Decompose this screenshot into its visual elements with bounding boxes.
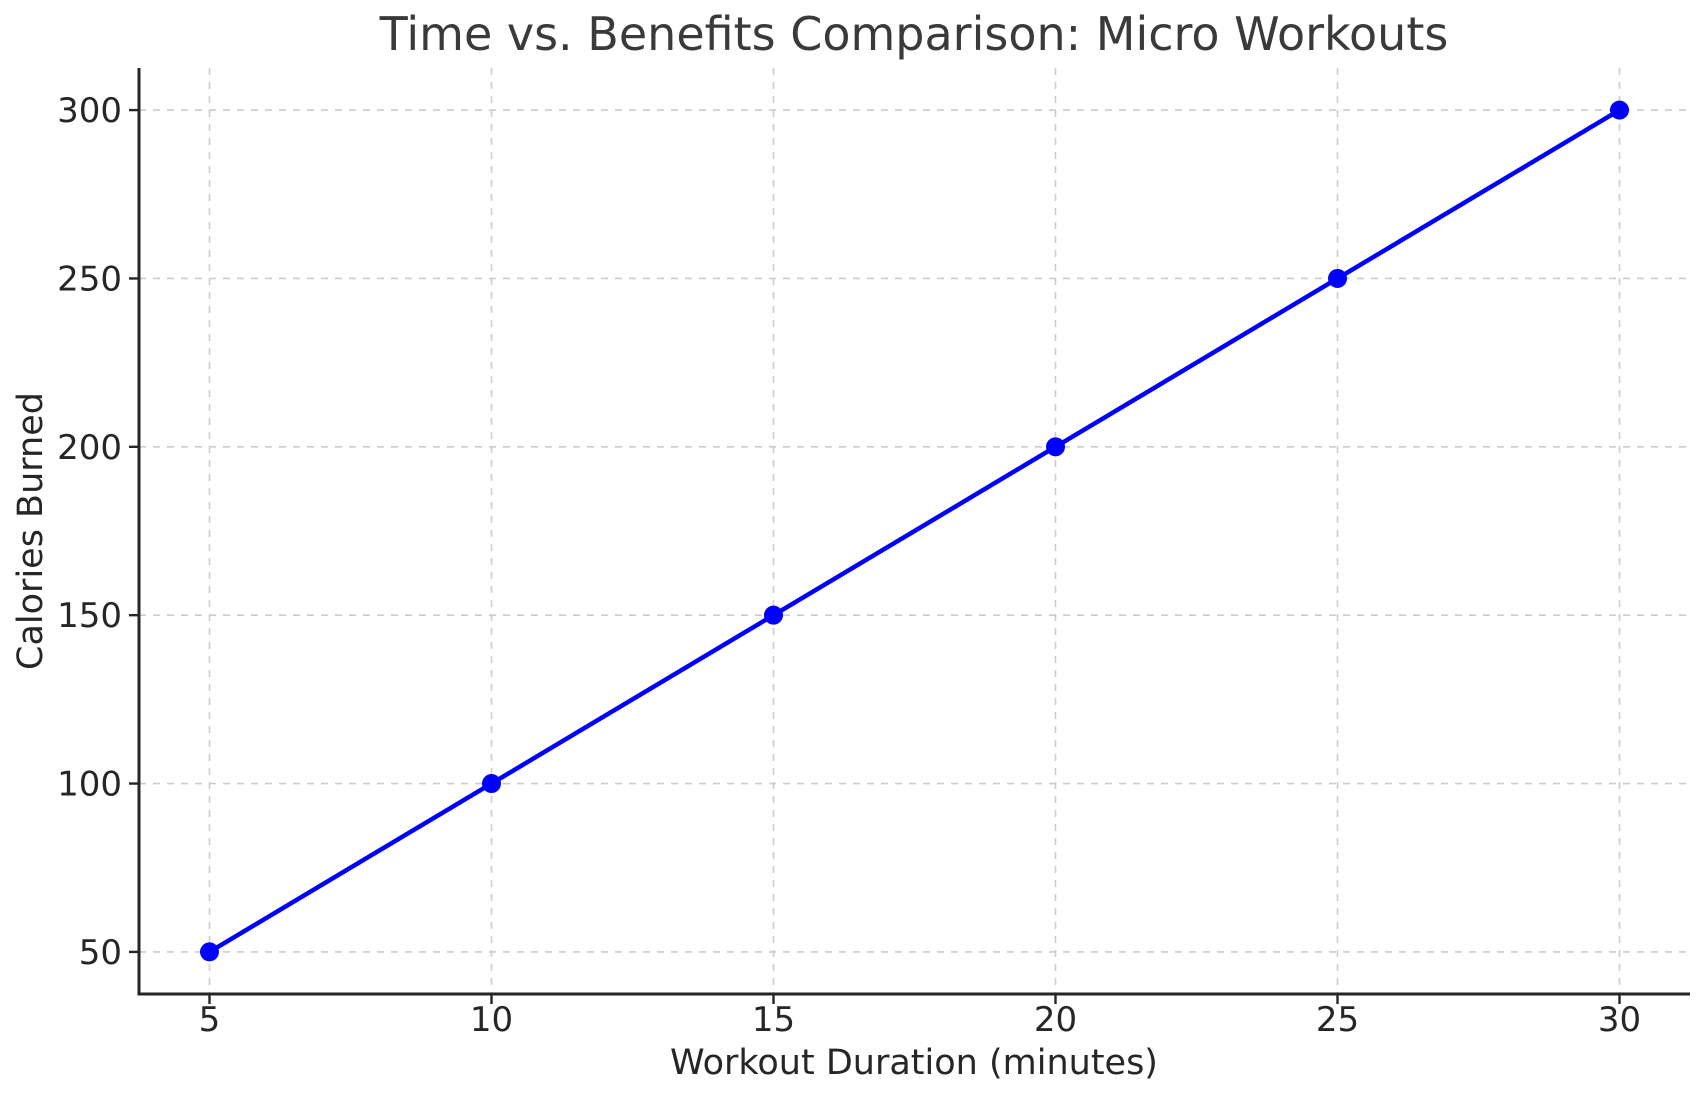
y-tick-label: 200	[57, 428, 122, 468]
data-point-marker	[200, 942, 219, 962]
gridlines	[139, 68, 1690, 994]
data-point-marker	[1328, 268, 1347, 288]
y-tick-label: 250	[57, 259, 122, 299]
x-tick-label: 5	[199, 1000, 221, 1040]
x-tick-label: 20	[1034, 1000, 1077, 1040]
data-point-marker	[1610, 100, 1629, 120]
data-point-marker	[482, 774, 501, 794]
x-tick-label: 25	[1316, 1000, 1359, 1040]
y-tick-label: 50	[79, 933, 122, 973]
x-tick-label: 30	[1598, 1000, 1641, 1040]
data-point-marker	[764, 605, 783, 625]
x-tick-label: 10	[470, 1000, 513, 1040]
y-tick-label: 300	[57, 91, 122, 131]
axes: 5 10 15 20 25 30 50 100 150 200 250 300	[57, 68, 1690, 1040]
x-axis-label: Workout Duration (minutes)	[670, 1043, 1158, 1083]
y-tick-label: 150	[57, 596, 122, 636]
data-line	[207, 107, 1622, 955]
x-tick-label: 15	[752, 1000, 795, 1040]
y-axis-label: Calories Burned	[11, 392, 51, 670]
data-series	[200, 100, 1629, 962]
chart-title: Time vs. Benefits Comparison: Micro Work…	[379, 7, 1449, 61]
data-point-marker	[1046, 437, 1065, 457]
y-tick-label: 100	[57, 765, 122, 805]
